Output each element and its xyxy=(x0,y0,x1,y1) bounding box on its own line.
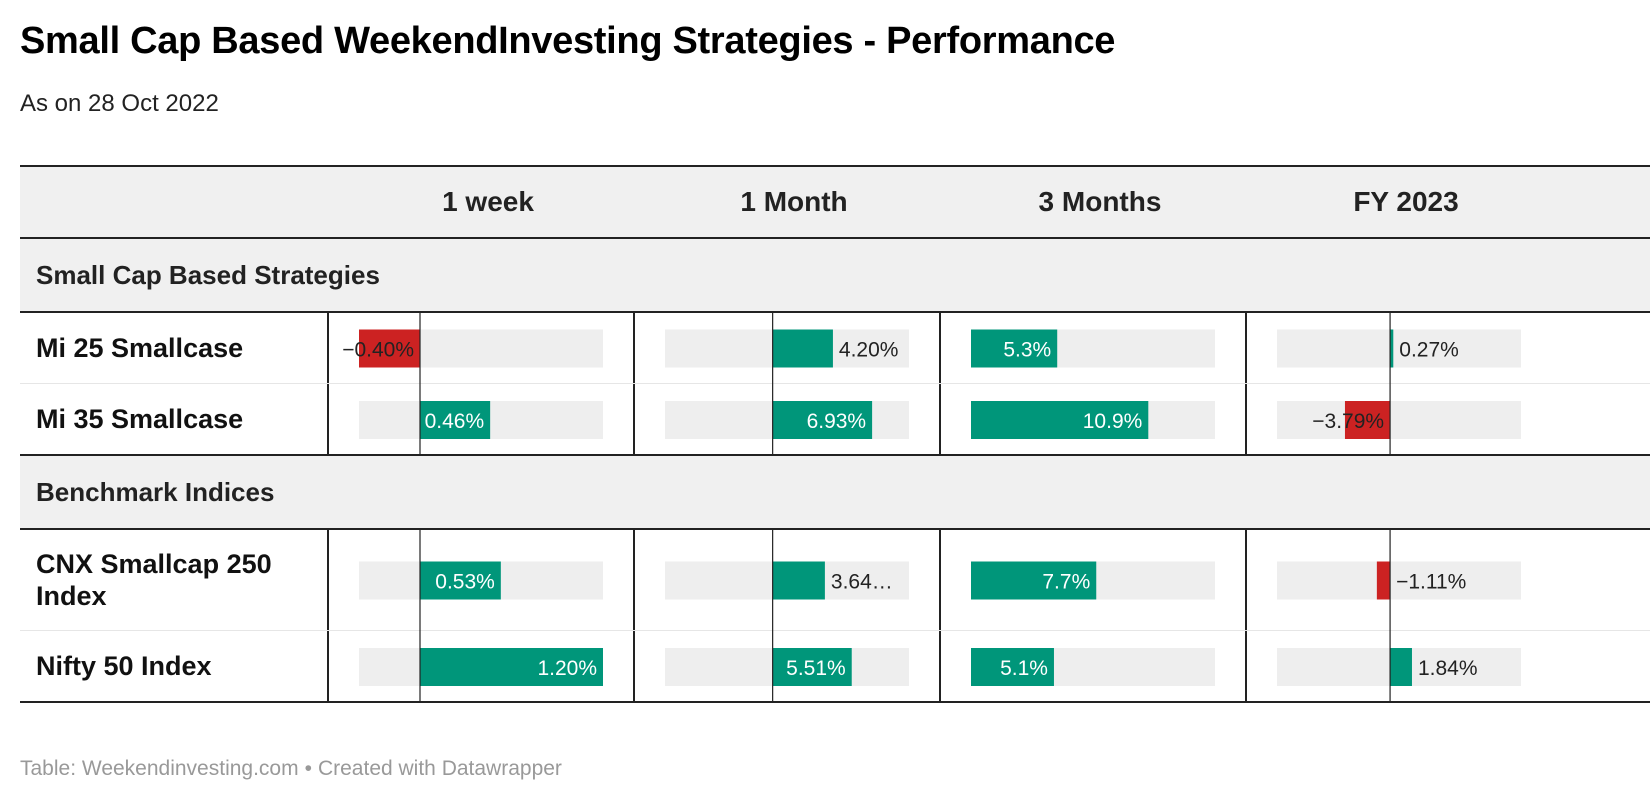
value-label: −3.79% xyxy=(1312,410,1384,433)
table-row: Mi 35 Smallcase 0.46% 6.93% 10.9% −3.79% xyxy=(20,384,1650,456)
value-label: 5.51% xyxy=(786,657,846,680)
bar-chart-1-month: 4.20% xyxy=(665,313,909,384)
bar-track xyxy=(1277,329,1521,368)
value-label: 1.84% xyxy=(1418,657,1478,680)
cell-bar: 5.3% xyxy=(939,313,1247,383)
group-header-small-cap: Small Cap Based Strategies xyxy=(20,239,1650,313)
bar-chart-1-week: 0.53% xyxy=(359,530,603,631)
bar-value xyxy=(420,561,501,600)
table-header: 1 week 1 Month 3 Months FY 2023 xyxy=(20,165,1650,239)
bar-value xyxy=(1390,648,1412,686)
bar-chart-fy-2023: −1.11% xyxy=(1277,530,1521,631)
group-label: Benchmark Indices xyxy=(36,477,275,507)
value-label: 0.53% xyxy=(435,571,495,594)
value-label: 3.64… xyxy=(831,571,893,594)
value-label: 1.20% xyxy=(537,657,597,680)
bar-value xyxy=(971,401,1149,439)
value-label: 7.7% xyxy=(1042,571,1090,594)
cell-bar: 10.9% xyxy=(939,384,1247,454)
bar-value xyxy=(420,401,491,439)
cell-bar: 0.27% xyxy=(1245,313,1553,384)
column-header-1-week: 1 week xyxy=(442,186,534,217)
bar-value xyxy=(1344,401,1391,439)
bar-chart-fy-2023: −3.79% xyxy=(1277,384,1521,456)
value-label: 6.93% xyxy=(807,410,867,433)
value-label: 10.9% xyxy=(1083,410,1143,433)
row-label: Mi 35 Smallcase xyxy=(36,404,244,434)
bar-chart-1-week: −0.40% xyxy=(342,313,603,384)
bar-value xyxy=(772,648,852,686)
cell-bar: −3.79% xyxy=(1245,384,1553,456)
bar-chart-1-week: 1.20% xyxy=(359,631,603,703)
bar-track xyxy=(1277,401,1521,439)
cell-bar: 1.84% xyxy=(1245,631,1553,703)
cell-bar: 4.20% xyxy=(633,313,941,384)
row-label: Mi 25 Smallcase xyxy=(36,333,244,363)
table-row: Mi 25 Smallcase −0.40% 4.20% 5.3% 0.27% xyxy=(20,313,1650,384)
cell-bar: 5.51% xyxy=(633,631,941,703)
bar-value xyxy=(772,329,833,368)
cell-bar: 0.46% xyxy=(327,384,635,456)
column-header-3-months: 3 Months xyxy=(1038,186,1162,217)
group-label: Small Cap Based Strategies xyxy=(36,260,380,290)
footer-separator: • xyxy=(304,757,312,780)
bar-value xyxy=(359,329,420,368)
bar-value xyxy=(1376,561,1391,600)
bar-chart-1-week: 0.46% xyxy=(359,384,603,456)
value-label: 5.3% xyxy=(1003,339,1051,362)
value-label: −1.11% xyxy=(1396,571,1466,594)
row-label: Nifty 50 Index xyxy=(36,651,212,681)
bar-chart-1-month: 5.51% xyxy=(665,631,909,703)
cell-bar: 1.20% xyxy=(327,631,635,703)
bar-value xyxy=(772,561,825,600)
column-header-1-month: 1 Month xyxy=(740,186,848,217)
cell-bar: 7.7% xyxy=(939,530,1247,630)
table-row: CNX Smallcap 250 Index 0.53% 3.64… 7.7% … xyxy=(20,530,1650,631)
value-label: 0.27% xyxy=(1399,339,1459,362)
row-label: CNX Smallcap 250 Index xyxy=(36,549,272,611)
bar-chart-3-months: 5.3% xyxy=(971,329,1215,368)
bar-chart-1-month: 3.64… xyxy=(665,530,909,631)
footer: Table: Weekendinvesting.com • Created with… xyxy=(20,757,562,781)
bar-value xyxy=(971,648,1054,686)
cell-bar: −1.11% xyxy=(1245,530,1553,631)
bar-chart-fy-2023: 1.84% xyxy=(1277,631,1521,703)
bar-chart-1-month: 6.93% xyxy=(665,384,909,456)
bar-value xyxy=(1390,329,1394,368)
value-label: 0.46% xyxy=(425,410,485,433)
cell-bar: −0.40% xyxy=(327,313,635,384)
cell-bar: 6.93% xyxy=(633,384,941,456)
value-label: 4.20% xyxy=(839,339,899,362)
bar-value xyxy=(971,561,1097,600)
column-header-fy-2023: FY 2023 xyxy=(1353,186,1459,217)
bar-chart-3-months: 10.9% xyxy=(971,401,1215,439)
bar-track xyxy=(1277,561,1521,600)
cell-bar: 0.53% xyxy=(327,530,635,631)
bar-value xyxy=(772,401,873,439)
bar-chart-3-months: 5.1% xyxy=(971,648,1215,686)
footer-credit: Created with Datawrapper xyxy=(317,757,562,780)
chart-subtitle: As on 28 Oct 2022 xyxy=(20,90,219,117)
group-header-benchmark: Benchmark Indices xyxy=(20,456,1650,530)
bar-chart-fy-2023: 0.27% xyxy=(1277,313,1521,384)
bar-chart-3-months: 7.7% xyxy=(971,561,1215,600)
performance-table: 1 week 1 Month 3 Months FY 2023 Small Ca… xyxy=(20,165,1650,703)
value-label: 5.1% xyxy=(1000,657,1048,680)
chart-title: Small Cap Based WeekendInvesting Strateg… xyxy=(20,20,1116,62)
value-label: −0.40% xyxy=(342,339,414,362)
footer-source: Table: Weekendinvesting.com xyxy=(20,757,299,780)
cell-bar: 3.64… xyxy=(633,530,941,631)
table-row: Nifty 50 Index 1.20% 5.51% 5.1% 1.84% xyxy=(20,631,1650,703)
bar-value xyxy=(420,648,603,686)
bar-value xyxy=(971,329,1058,368)
cell-bar: 5.1% xyxy=(939,631,1247,701)
